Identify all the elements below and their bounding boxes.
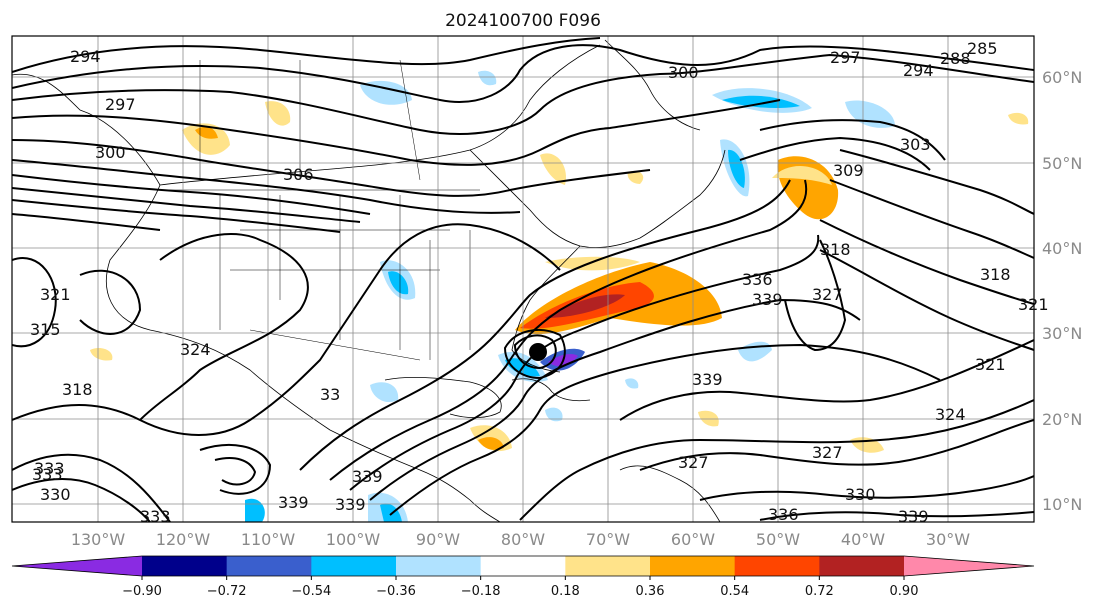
- contour-label: 297: [105, 95, 136, 114]
- colorbar-tick-label: 0.72: [805, 584, 834, 599]
- colorbar-tick-label: −0.90: [122, 584, 162, 599]
- graticule: [12, 36, 1034, 522]
- colorbar-extend-high: [904, 556, 1034, 576]
- lon-label: 30°W: [926, 530, 970, 549]
- colorbar-segment: [142, 556, 228, 576]
- contour-label: 327: [812, 443, 843, 462]
- lon-label: 120°W: [156, 530, 211, 549]
- colorbar-tick-label: 0.36: [636, 584, 665, 599]
- colorbar-segment: [311, 556, 397, 576]
- colorbar-segment: [226, 556, 312, 576]
- figure-title: 2024100700 F096: [445, 11, 601, 31]
- contour-label: 330: [845, 485, 876, 504]
- lon-label: 130°W: [71, 530, 126, 549]
- colorbar-tick-label: 0.54: [720, 584, 749, 599]
- contour-label: 318: [62, 380, 93, 399]
- contour-label: 339: [278, 493, 309, 512]
- contour-label: 318: [820, 240, 851, 259]
- lat-label: 10°N: [1042, 495, 1082, 514]
- contour-label: 330: [40, 485, 71, 504]
- contour-label: 321: [975, 355, 1006, 374]
- colorbar-segment: [734, 556, 820, 576]
- contour-label: 285: [967, 39, 998, 58]
- colorbar-segment: [819, 556, 905, 576]
- lat-label: 60°N: [1042, 68, 1082, 87]
- longitude-labels: 130°W 120°W 110°W 100°W 90°W 80°W 70°W 6…: [71, 530, 970, 549]
- contour-label: 318: [980, 265, 1011, 284]
- contour-label: 306: [283, 165, 314, 184]
- contour-label: 33: [320, 385, 340, 404]
- contour-label: 300: [95, 143, 126, 162]
- colorbar-segment: [396, 556, 482, 576]
- lon-label: 50°W: [756, 530, 800, 549]
- political-borders: [160, 59, 480, 361]
- colorbar-tick-label: −0.36: [376, 584, 416, 599]
- contour-label: 333: [32, 465, 63, 484]
- contour-label: 339: [352, 467, 383, 486]
- colorbar-tick-label: −0.72: [207, 584, 247, 599]
- contour-label: 336: [768, 505, 799, 524]
- contour-label: 327: [812, 285, 843, 304]
- contour-label: 288: [940, 49, 971, 68]
- colorbar-tick-label: −0.54: [291, 584, 331, 599]
- contour-label: 294: [903, 61, 934, 80]
- contour-label: 297: [830, 48, 861, 67]
- contour-lines: [12, 37, 1034, 522]
- contour-label: 339: [692, 370, 723, 389]
- contour-label: 324: [180, 340, 211, 359]
- colorbar-tick-label: 0.18: [551, 584, 580, 599]
- contour-label: 300: [668, 63, 699, 82]
- lon-label: 40°W: [841, 530, 885, 549]
- latitude-labels: 60°N 50°N 40°N 30°N 20°N 10°N: [1042, 68, 1082, 514]
- lon-label: 100°W: [326, 530, 381, 549]
- contour-label: 339: [898, 507, 929, 526]
- lat-label: 20°N: [1042, 410, 1082, 429]
- colorbar-segment: [650, 556, 736, 576]
- contour-label: 315: [30, 320, 61, 339]
- contour-label: 336: [742, 270, 773, 289]
- contour-label: 333: [34, 459, 65, 478]
- contour-label: 309: [833, 161, 864, 180]
- map-frame: [11, 35, 1035, 523]
- lon-label: 80°W: [501, 530, 545, 549]
- lat-label: 30°N: [1042, 324, 1082, 343]
- contour-label: 294: [70, 47, 101, 66]
- coastlines: [12, 39, 726, 522]
- contour-label: 321: [40, 285, 71, 304]
- colorbar-segment: [565, 556, 651, 576]
- colorbar: −0.90 −0.72 −0.54 −0.36 −0.18 0.18 0.36 0.54 0.7…: [11, 555, 1035, 599]
- lon-label: 90°W: [416, 530, 460, 549]
- contour-label: 303: [900, 135, 931, 154]
- colorbar-extend-low: [12, 556, 142, 576]
- contour-label: 321: [1018, 295, 1049, 314]
- colorbar-tick-label: −0.18: [461, 584, 501, 599]
- contour-label: 324: [935, 405, 966, 424]
- lon-label: 70°W: [586, 530, 630, 549]
- contour-label-layer: 294 297 300 306 300 285 288 294 297 303 …: [30, 39, 1049, 526]
- contour-label: 339: [335, 495, 366, 514]
- storm-center-marker: [529, 343, 547, 361]
- contour-label: 333: [140, 507, 171, 526]
- lat-label: 50°N: [1042, 154, 1082, 173]
- lat-label: 40°N: [1042, 239, 1082, 258]
- contour-label: 327: [678, 453, 709, 472]
- colorbar-tick-label: 0.90: [890, 584, 919, 599]
- colorbar-segment: [480, 556, 566, 576]
- lon-label: 110°W: [241, 530, 296, 549]
- lon-label: 60°W: [671, 530, 715, 549]
- contour-label: 339: [752, 290, 783, 309]
